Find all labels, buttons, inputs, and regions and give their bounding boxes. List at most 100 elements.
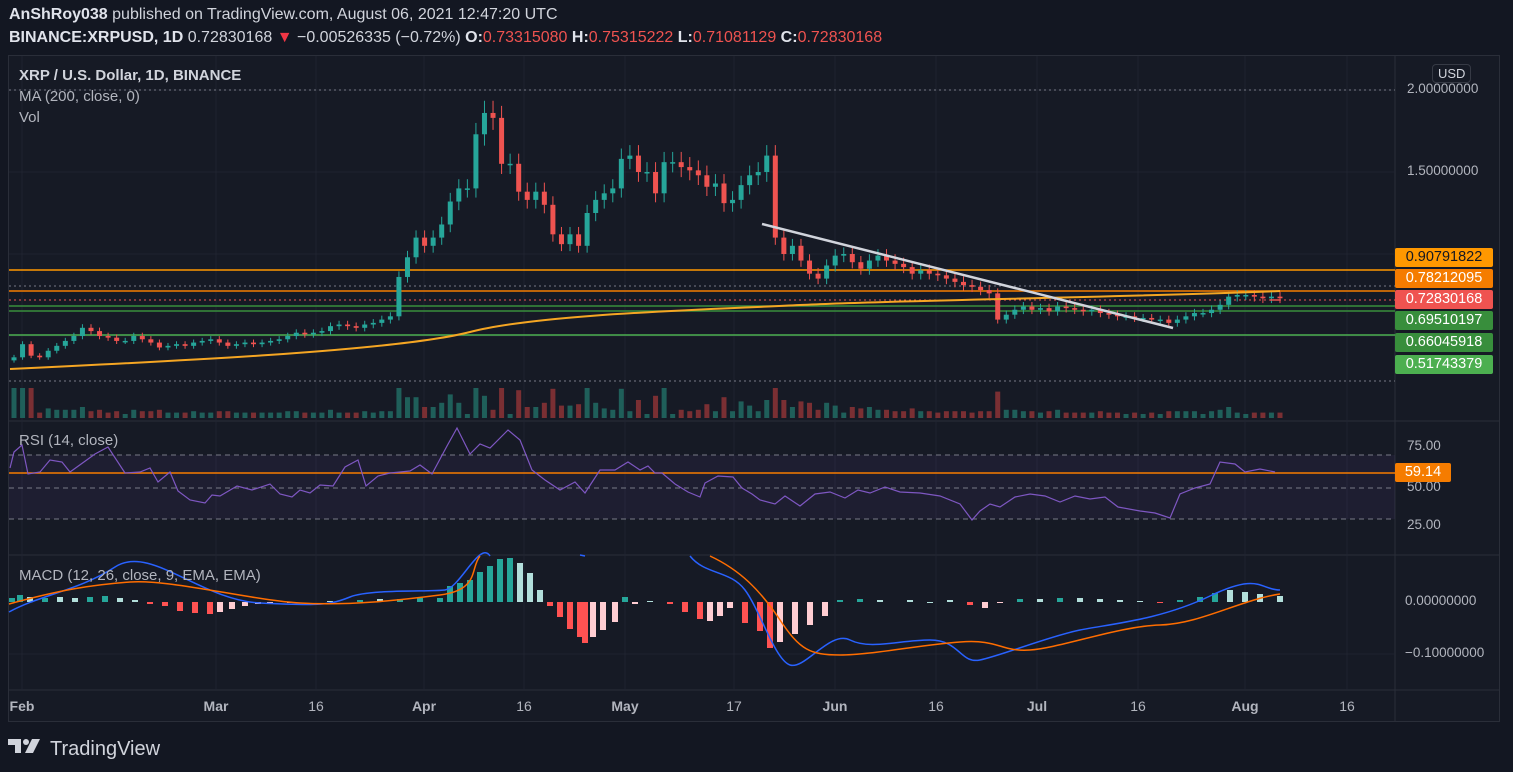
time-axis-label: Apr: [411, 698, 437, 714]
candle-down: [550, 204, 556, 235]
macd-histogram-bar: [1157, 602, 1163, 603]
volume-bar: [174, 412, 180, 418]
volume-bar: [807, 402, 813, 418]
macd-histogram-bar: [667, 602, 673, 604]
macd-histogram-bar: [192, 602, 198, 613]
volume-bar: [952, 411, 958, 418]
candle-up: [841, 254, 847, 256]
volume-legend[interactable]: Vol: [19, 109, 40, 126]
macd-legend[interactable]: MACD (12, 26, close, 9, EMA, EMA): [19, 567, 261, 584]
volume-bar: [704, 404, 710, 418]
rsi-legend[interactable]: RSI (14, close): [19, 432, 119, 449]
volume-bar: [439, 402, 445, 418]
volume-bar: [20, 388, 26, 418]
macd-histogram-bar: [907, 600, 913, 602]
macd-histogram-bar: [857, 599, 863, 602]
candle-down: [576, 234, 582, 246]
volume-bar: [1046, 411, 1052, 418]
macd-histogram-bar: [1077, 598, 1083, 602]
candle-up: [430, 237, 436, 246]
rsi-axis-label: 25.00: [1407, 517, 1441, 532]
macd-histogram-bar: [742, 602, 748, 623]
volume-bar: [849, 407, 855, 418]
volume-bar: [54, 409, 60, 418]
macd-histogram-bar: [497, 559, 503, 602]
macd-histogram-bar: [147, 602, 153, 604]
volume-bar: [815, 409, 821, 418]
candle-down: [1029, 306, 1035, 310]
volume-bar: [1055, 409, 1061, 418]
chart-container[interactable]: [8, 55, 1500, 722]
candle-up: [370, 322, 376, 325]
macd-histogram-bar: [577, 602, 583, 637]
macd-histogram-bar: [242, 602, 248, 606]
volume-bar: [208, 412, 214, 418]
time-axis-label: Jul: [1026, 698, 1048, 714]
volume-bar: [396, 388, 402, 418]
volume-bar: [738, 401, 744, 418]
candle-up: [644, 172, 650, 174]
time-axis-label: Mar: [203, 698, 229, 714]
price-change: −0.00526335 (−0.72%): [296, 29, 461, 46]
candle-down: [653, 172, 659, 194]
volume-bar: [1080, 412, 1086, 418]
candle-down: [353, 326, 359, 328]
candle-down: [721, 183, 727, 204]
macd-histogram-bar: [477, 572, 483, 602]
volume-bar: [995, 391, 1001, 418]
candle-up: [20, 344, 26, 358]
macd-histogram-bar: [42, 598, 48, 602]
volume-bar: [969, 412, 975, 418]
candle-down: [182, 344, 188, 346]
time-axis-label: 16: [1130, 698, 1146, 714]
macd-histogram-bar: [117, 598, 123, 602]
volume-bar: [875, 409, 881, 418]
volume-bar: [71, 409, 77, 418]
macd-histogram-bar: [229, 602, 235, 609]
candle-down: [1149, 317, 1155, 320]
volume-bar: [781, 400, 787, 418]
volume-bar: [481, 395, 487, 418]
volume-bar: [88, 411, 94, 418]
price-axis-label: 1.50000000: [1407, 163, 1479, 178]
tradingview-logo[interactable]: TradingView: [8, 737, 160, 761]
candle-down: [815, 273, 821, 279]
rsi-axis-label: 50.00: [1407, 479, 1441, 494]
macd-histogram-bar: [947, 600, 953, 602]
candle-down: [961, 281, 966, 286]
macd-histogram-bar: [767, 602, 773, 648]
candle-down: [345, 324, 351, 327]
candle-up: [233, 344, 239, 346]
volume-bar: [1020, 411, 1026, 418]
candle-down: [849, 254, 855, 263]
volume-bar: [1251, 412, 1257, 418]
volume-bar: [1037, 412, 1043, 418]
macd-histogram-bar: [877, 600, 883, 602]
macd-histogram-bar: [1242, 592, 1248, 602]
macd-histogram-bar: [822, 602, 828, 616]
candle-up: [730, 199, 736, 204]
currency-button[interactable]: USD: [1432, 64, 1472, 83]
ma-legend[interactable]: MA (200, close, 0): [19, 88, 140, 105]
volume-bar: [1243, 414, 1249, 418]
candle-down: [251, 342, 257, 345]
macd-histogram-bar: [727, 602, 733, 608]
macd-histogram-bar: [777, 602, 783, 642]
volume-bar: [11, 388, 17, 418]
volume-bar: [404, 397, 410, 418]
candle-up: [1140, 317, 1146, 320]
volume-bar: [1226, 407, 1232, 418]
last-price: 0.72830168: [187, 29, 273, 46]
author-name[interactable]: AnShRoy038: [9, 6, 108, 23]
macd-histogram-bar: [717, 602, 723, 616]
macd-axis-label: 0.00000000: [1405, 593, 1477, 608]
candle-down: [884, 255, 890, 261]
macd-histogram-bar: [697, 602, 703, 619]
volume-bar: [935, 412, 941, 418]
volume-bar: [139, 411, 145, 418]
chart-title-legend[interactable]: XRP / U.S. Dollar, 1D, BINANCE: [19, 67, 242, 84]
candle-up: [1174, 319, 1180, 323]
candle-up: [533, 191, 539, 200]
macd-histogram-bar: [207, 602, 213, 614]
